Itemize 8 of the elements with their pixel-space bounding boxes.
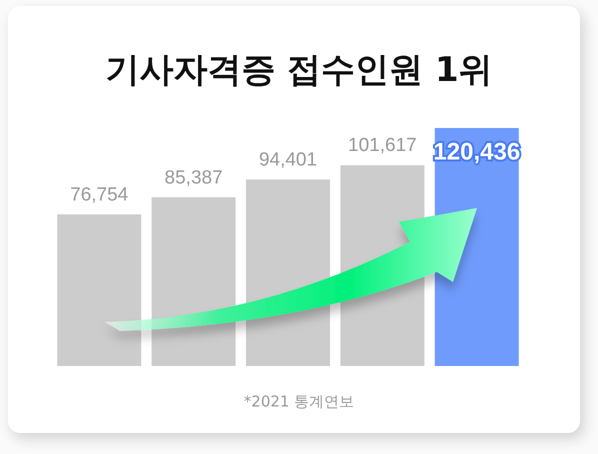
bar: [152, 197, 236, 366]
data-label: 101,617: [348, 135, 417, 156]
data-label: 76,754: [70, 184, 129, 206]
chart-title: 기사자격증 접수인원 1위: [105, 50, 493, 90]
data-label: 94,401: [258, 149, 318, 170]
data-label: 85,387: [164, 167, 223, 188]
text: *2021 통계연보: [244, 392, 354, 410]
bar: [57, 214, 142, 366]
